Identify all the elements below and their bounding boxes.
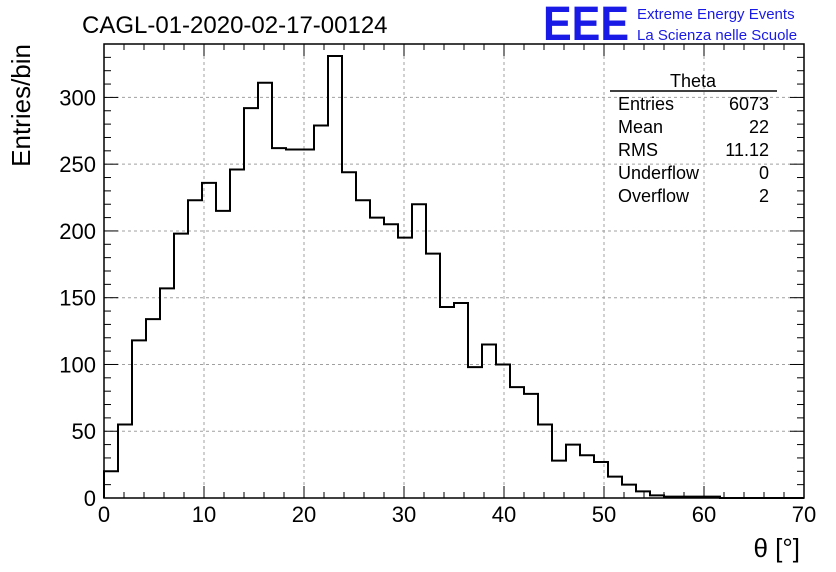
stats-value: 11.12 — [725, 140, 769, 160]
histogram-outline — [103, 55, 804, 499]
histogram-bin — [468, 367, 482, 498]
histogram-bin — [202, 183, 216, 498]
histogram-bin — [342, 172, 356, 498]
histogram-bin — [328, 56, 342, 498]
histogram-bin — [146, 319, 160, 498]
histogram-bin — [118, 425, 132, 498]
stats-box-title: Theta — [670, 71, 717, 91]
grid-lines — [104, 44, 804, 498]
histogram-bin — [594, 462, 608, 498]
x-tick-label: 30 — [392, 502, 416, 527]
histogram-bin — [398, 238, 412, 498]
histogram-bin — [230, 170, 244, 498]
x-axis-label: θ [°] — [753, 533, 800, 563]
stats-value: 6073 — [729, 94, 769, 114]
stats-box: Theta Entries 6073 Mean 22 RMS 11.12 Underflow… — [610, 71, 777, 206]
stats-label: Mean — [618, 117, 663, 137]
histogram-bin — [286, 149, 300, 498]
stats-value: 2 — [759, 186, 769, 206]
x-tick-label: 10 — [192, 502, 216, 527]
histogram-bin — [300, 149, 314, 498]
y-tick-labels: 0 50 100 150 200 250 300 — [59, 85, 96, 511]
histogram-bin — [510, 387, 524, 498]
stats-label: Overflow — [618, 186, 690, 206]
histogram-bin — [580, 455, 594, 498]
histogram-bin — [608, 477, 622, 498]
histogram-bin — [272, 148, 286, 498]
eee-logo-mark: EEE — [543, 0, 629, 51]
x-tick-label: 40 — [492, 502, 516, 527]
y-tick-label: 250 — [59, 152, 96, 177]
x-tick-label: 60 — [692, 502, 716, 527]
histogram-bin — [426, 254, 440, 498]
logo-line-2: La Scienza nelle Scuole — [637, 27, 797, 44]
histogram-bin — [636, 491, 650, 498]
x-tick-labels: 0 10 20 30 40 50 60 70 — [98, 502, 816, 527]
logo-line-1: Extreme Energy Events — [637, 6, 795, 23]
x-tick-label: 0 — [98, 502, 110, 527]
y-tick-label: 0 — [84, 486, 96, 511]
histogram-bin — [482, 344, 496, 498]
x-tick-label: 20 — [292, 502, 316, 527]
x-tick-label: 50 — [592, 502, 616, 527]
histogram-bin — [440, 307, 454, 498]
y-tick-label: 200 — [59, 219, 96, 244]
y-tick-label: 150 — [59, 286, 96, 311]
y-tick-label: 300 — [59, 85, 96, 110]
histogram-bin — [538, 425, 552, 498]
stats-label: RMS — [618, 140, 658, 160]
histogram-bin — [496, 364, 510, 498]
histogram-bin — [566, 445, 580, 498]
y-tick-label: 100 — [59, 352, 96, 377]
y-axis-label: Entries/bin — [6, 44, 36, 167]
histogram-bin — [258, 83, 272, 498]
stats-label: Entries — [618, 94, 674, 114]
histogram-bin — [454, 303, 468, 498]
stats-rows: Entries 6073 Mean 22 RMS 11.12 Underflow 0 Overf… — [618, 94, 769, 206]
y-tick-label: 50 — [72, 419, 96, 444]
stats-value: 0 — [759, 163, 769, 183]
histogram-bin — [314, 125, 328, 498]
axis-ticks — [103, 43, 805, 499]
histogram-bin — [132, 340, 146, 498]
histogram-bin — [174, 234, 188, 498]
stats-label: Underflow — [618, 163, 700, 183]
histogram-series — [103, 55, 804, 499]
histogram-bin — [370, 218, 384, 498]
histogram-bin — [384, 224, 398, 498]
histogram-bin — [412, 204, 426, 498]
x-tick-label: 70 — [792, 502, 816, 527]
stats-value: 22 — [749, 117, 769, 137]
histogram-bin — [524, 394, 538, 498]
histogram-bin — [244, 108, 258, 498]
histogram-bin — [188, 200, 202, 498]
chart-title: CAGL-01-2020-02-17-00124 — [82, 12, 388, 39]
histogram-bin — [356, 200, 370, 498]
histogram-bin — [160, 288, 174, 498]
histogram-bin — [216, 211, 230, 498]
